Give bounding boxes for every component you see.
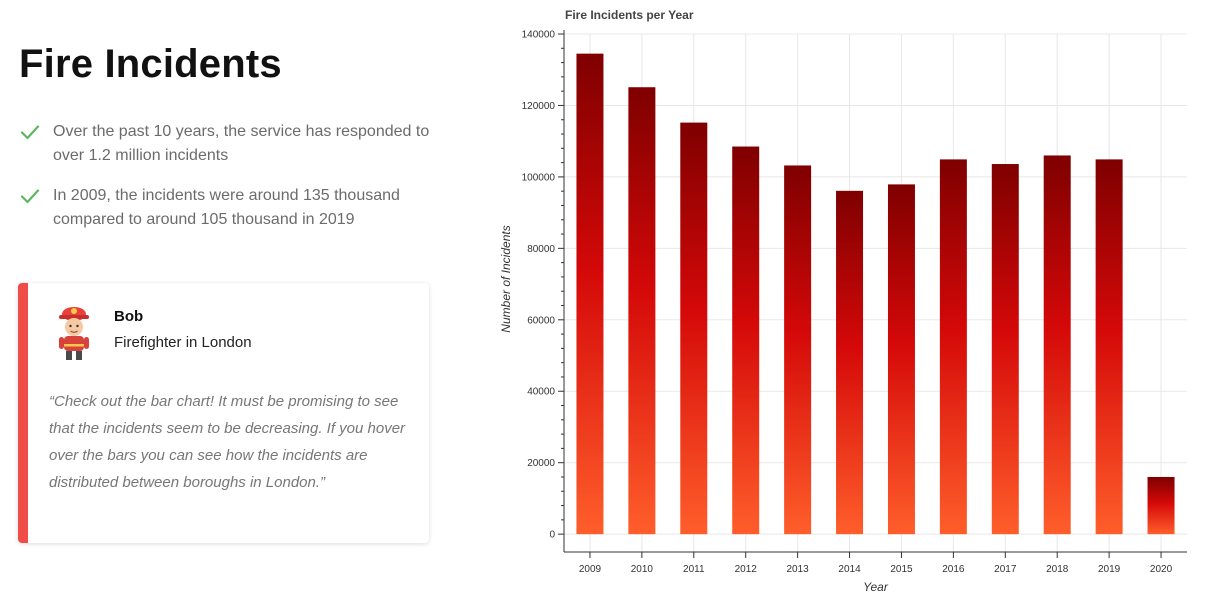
bar	[1095, 159, 1123, 535]
bar	[836, 190, 864, 535]
x-tick-label: 2009	[579, 564, 602, 575]
y-tick-label: 40000	[527, 387, 555, 398]
bar	[991, 164, 1019, 535]
bar-chart: Fire Incidents per Year 0 20000 40000 60000 8…	[495, 0, 1200, 604]
bar-chart-svg: Fire Incidents per Year 0 20000 40000 60000 8…	[499, 8, 1187, 594]
x-axis-label: Year	[863, 580, 889, 594]
y-tick-label: 140000	[522, 30, 556, 41]
bullet-text: In 2009, the incidents were around 135 t…	[53, 187, 400, 228]
bar	[576, 53, 604, 535]
bar	[939, 159, 967, 535]
bar	[784, 165, 812, 535]
firefighter-avatar-icon	[59, 307, 89, 360]
x-tick-label: 2017	[994, 564, 1017, 575]
y-axis-label: Number of Incidents	[499, 225, 513, 332]
y-tick-label: 20000	[527, 458, 555, 469]
y-tick-label: 0	[549, 530, 555, 541]
bar	[680, 122, 708, 535]
bar	[1147, 476, 1175, 535]
x-tick-label: 2014	[838, 564, 861, 575]
y-tick-label: 60000	[527, 315, 555, 326]
testimonial-card: Bob Firefighter in London “Check out the…	[18, 283, 429, 543]
x-tick-label: 2015	[890, 564, 913, 575]
x-tick-label: 2012	[735, 564, 758, 575]
bar	[1043, 155, 1071, 535]
x-tick-label: 2011	[683, 564, 705, 575]
testimonial-name: Bob	[114, 308, 144, 325]
x-tick-label: 2020	[1150, 564, 1173, 575]
bullet-item: In 2009, the incidents were around 135 t…	[18, 184, 458, 232]
page-title: Fire Incidents	[19, 42, 282, 86]
card-accent-bar	[18, 283, 28, 543]
testimonial-quote: “Check out the bar chart! It must be pro…	[49, 393, 406, 491]
y-tick-label: 80000	[527, 244, 555, 255]
x-tick-label: 2019	[1098, 564, 1121, 575]
x-tick-label: 2016	[942, 564, 965, 575]
bullet-item: Over the past 10 years, the service has …	[18, 120, 458, 168]
y-tick-label: 120000	[522, 101, 556, 112]
bullet-text: Over the past 10 years, the service has …	[53, 123, 430, 164]
check-icon	[20, 189, 40, 204]
bar	[628, 87, 656, 535]
bar	[732, 146, 760, 535]
chart-title: Fire Incidents per Year	[565, 8, 694, 22]
x-tick-label: 2013	[787, 564, 810, 575]
x-tick-label: 2018	[1046, 564, 1069, 575]
check-icon	[20, 125, 40, 140]
x-tick-label: 2010	[631, 564, 654, 575]
left-panel: Fire Incidents Over the past 10 years, t…	[0, 0, 470, 604]
bar	[887, 184, 915, 535]
y-tick-label: 100000	[522, 172, 556, 183]
testimonial-role: Firefighter in London	[114, 334, 252, 351]
bullet-list: Over the past 10 years, the service has …	[18, 120, 458, 248]
